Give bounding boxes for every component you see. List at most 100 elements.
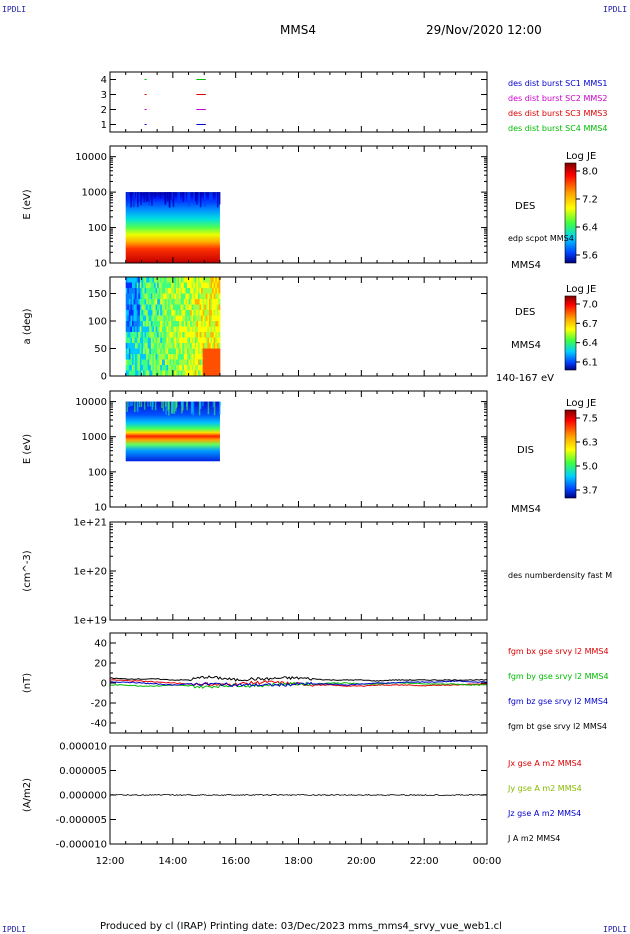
pitch-cell (196, 277, 199, 283)
pitch-cell (212, 282, 215, 289)
pitch-cell (142, 337, 145, 344)
panel-frame (109, 521, 488, 621)
pitch-cell (183, 365, 186, 371)
pitch-cell (141, 343, 144, 349)
pitch-cell (205, 326, 208, 333)
y-tick-label: 0.000005 (59, 766, 107, 777)
colorbar-tick-label: 5.6 (582, 251, 598, 262)
spectrogram-streak (134, 401, 136, 413)
pitch-cell (174, 359, 177, 366)
panel-frame (109, 71, 488, 133)
pitch-cell (131, 343, 134, 349)
pitch-cell (194, 365, 197, 371)
pitch-cell (205, 343, 208, 349)
pitch-cell (166, 354, 169, 360)
pitch-cell (138, 348, 141, 355)
spectrogram-streak (140, 401, 143, 408)
pitch-cell (135, 326, 138, 333)
y-tick-label: 1e+19 (73, 616, 107, 627)
pitch-cell (131, 365, 134, 371)
pitch-cell (150, 288, 153, 294)
pitch-cell (212, 293, 215, 300)
pitch-cell (191, 332, 194, 338)
pitch-cell (218, 354, 221, 360)
y-tick-label: 20 (94, 659, 107, 670)
spectrogram-streak (193, 192, 195, 205)
pitch-cell (174, 282, 177, 289)
pitch-cell (183, 354, 186, 360)
pitch-cell (131, 326, 134, 333)
pitch-cell (153, 299, 156, 305)
pitch-cell (210, 354, 213, 360)
spectrogram-streak (154, 401, 157, 411)
pitch-cell (174, 321, 177, 327)
pitch-cell (215, 354, 218, 360)
pitch-cell (169, 337, 172, 344)
pitch-cell (153, 326, 156, 333)
pitch-cell (197, 370, 200, 377)
pitch-cell (216, 321, 219, 327)
y-tick-label: 0.000010 (59, 742, 107, 753)
pitch-cell (197, 359, 200, 366)
pitch-cell (182, 370, 185, 377)
pitch-cell (139, 359, 142, 366)
pitch-cell (204, 359, 207, 366)
pitch-cell (158, 310, 161, 316)
pitch-cell (131, 288, 134, 294)
y-axis-label: (nT) (22, 673, 33, 693)
pitch-cell (207, 293, 210, 300)
pitch-cell (196, 321, 199, 327)
pitch-cell (207, 277, 210, 283)
pitch-cell (218, 282, 221, 289)
pitch-cell (216, 365, 219, 371)
pitch-cell (133, 310, 136, 316)
pitch-cell (204, 343, 207, 349)
spectrogram-streak (215, 192, 218, 202)
spectrogram-streak (138, 192, 141, 200)
series-line (109, 679, 488, 687)
pitch-cell (168, 337, 171, 344)
pitch-cell (169, 282, 172, 289)
pitch-cell (180, 359, 183, 366)
pitch-cell (164, 321, 167, 327)
pitch-cell (197, 365, 200, 371)
pitch-cell (161, 299, 164, 305)
pitch-cell (127, 348, 130, 355)
pitch-cell (141, 359, 144, 366)
pitch-cell (150, 315, 153, 322)
pitch-cell (149, 337, 152, 344)
pitch-cell (172, 326, 175, 333)
pitch-cell (213, 282, 216, 289)
pitch-cell (142, 354, 145, 360)
pitch-cell (139, 315, 142, 322)
pitch-cell (169, 321, 172, 327)
pitch-cell (180, 343, 183, 349)
pitch-cell (193, 359, 196, 366)
pitch-cell (169, 370, 172, 377)
pitch-cell (205, 293, 208, 300)
pitch-cell (169, 348, 172, 355)
pitch-cell (135, 299, 138, 305)
pitch-cell (161, 343, 164, 349)
pitch-cell (130, 282, 133, 289)
pitch-cell (160, 299, 163, 305)
pitch-cell (166, 288, 169, 294)
pitch-cell (175, 365, 178, 371)
pitch-cell (157, 288, 160, 294)
pitch-cell (188, 304, 191, 311)
pitch-cell (175, 332, 178, 338)
panel-label: MMS4 (511, 260, 541, 271)
spectrogram-streak (219, 401, 221, 406)
y-tick-label: 4 (101, 75, 107, 86)
pitch-cell (155, 315, 158, 322)
pitch-cell (169, 293, 172, 300)
pitch-cell (197, 343, 200, 349)
pitch-cell (133, 370, 136, 377)
pitch-cell (188, 282, 191, 289)
pitch-cell (185, 277, 188, 283)
pitch-cell (158, 359, 161, 366)
spectrogram-streak (204, 192, 206, 207)
pitch-cell (215, 277, 218, 283)
pitch-cell (175, 310, 178, 316)
pitch-cell (146, 321, 149, 327)
